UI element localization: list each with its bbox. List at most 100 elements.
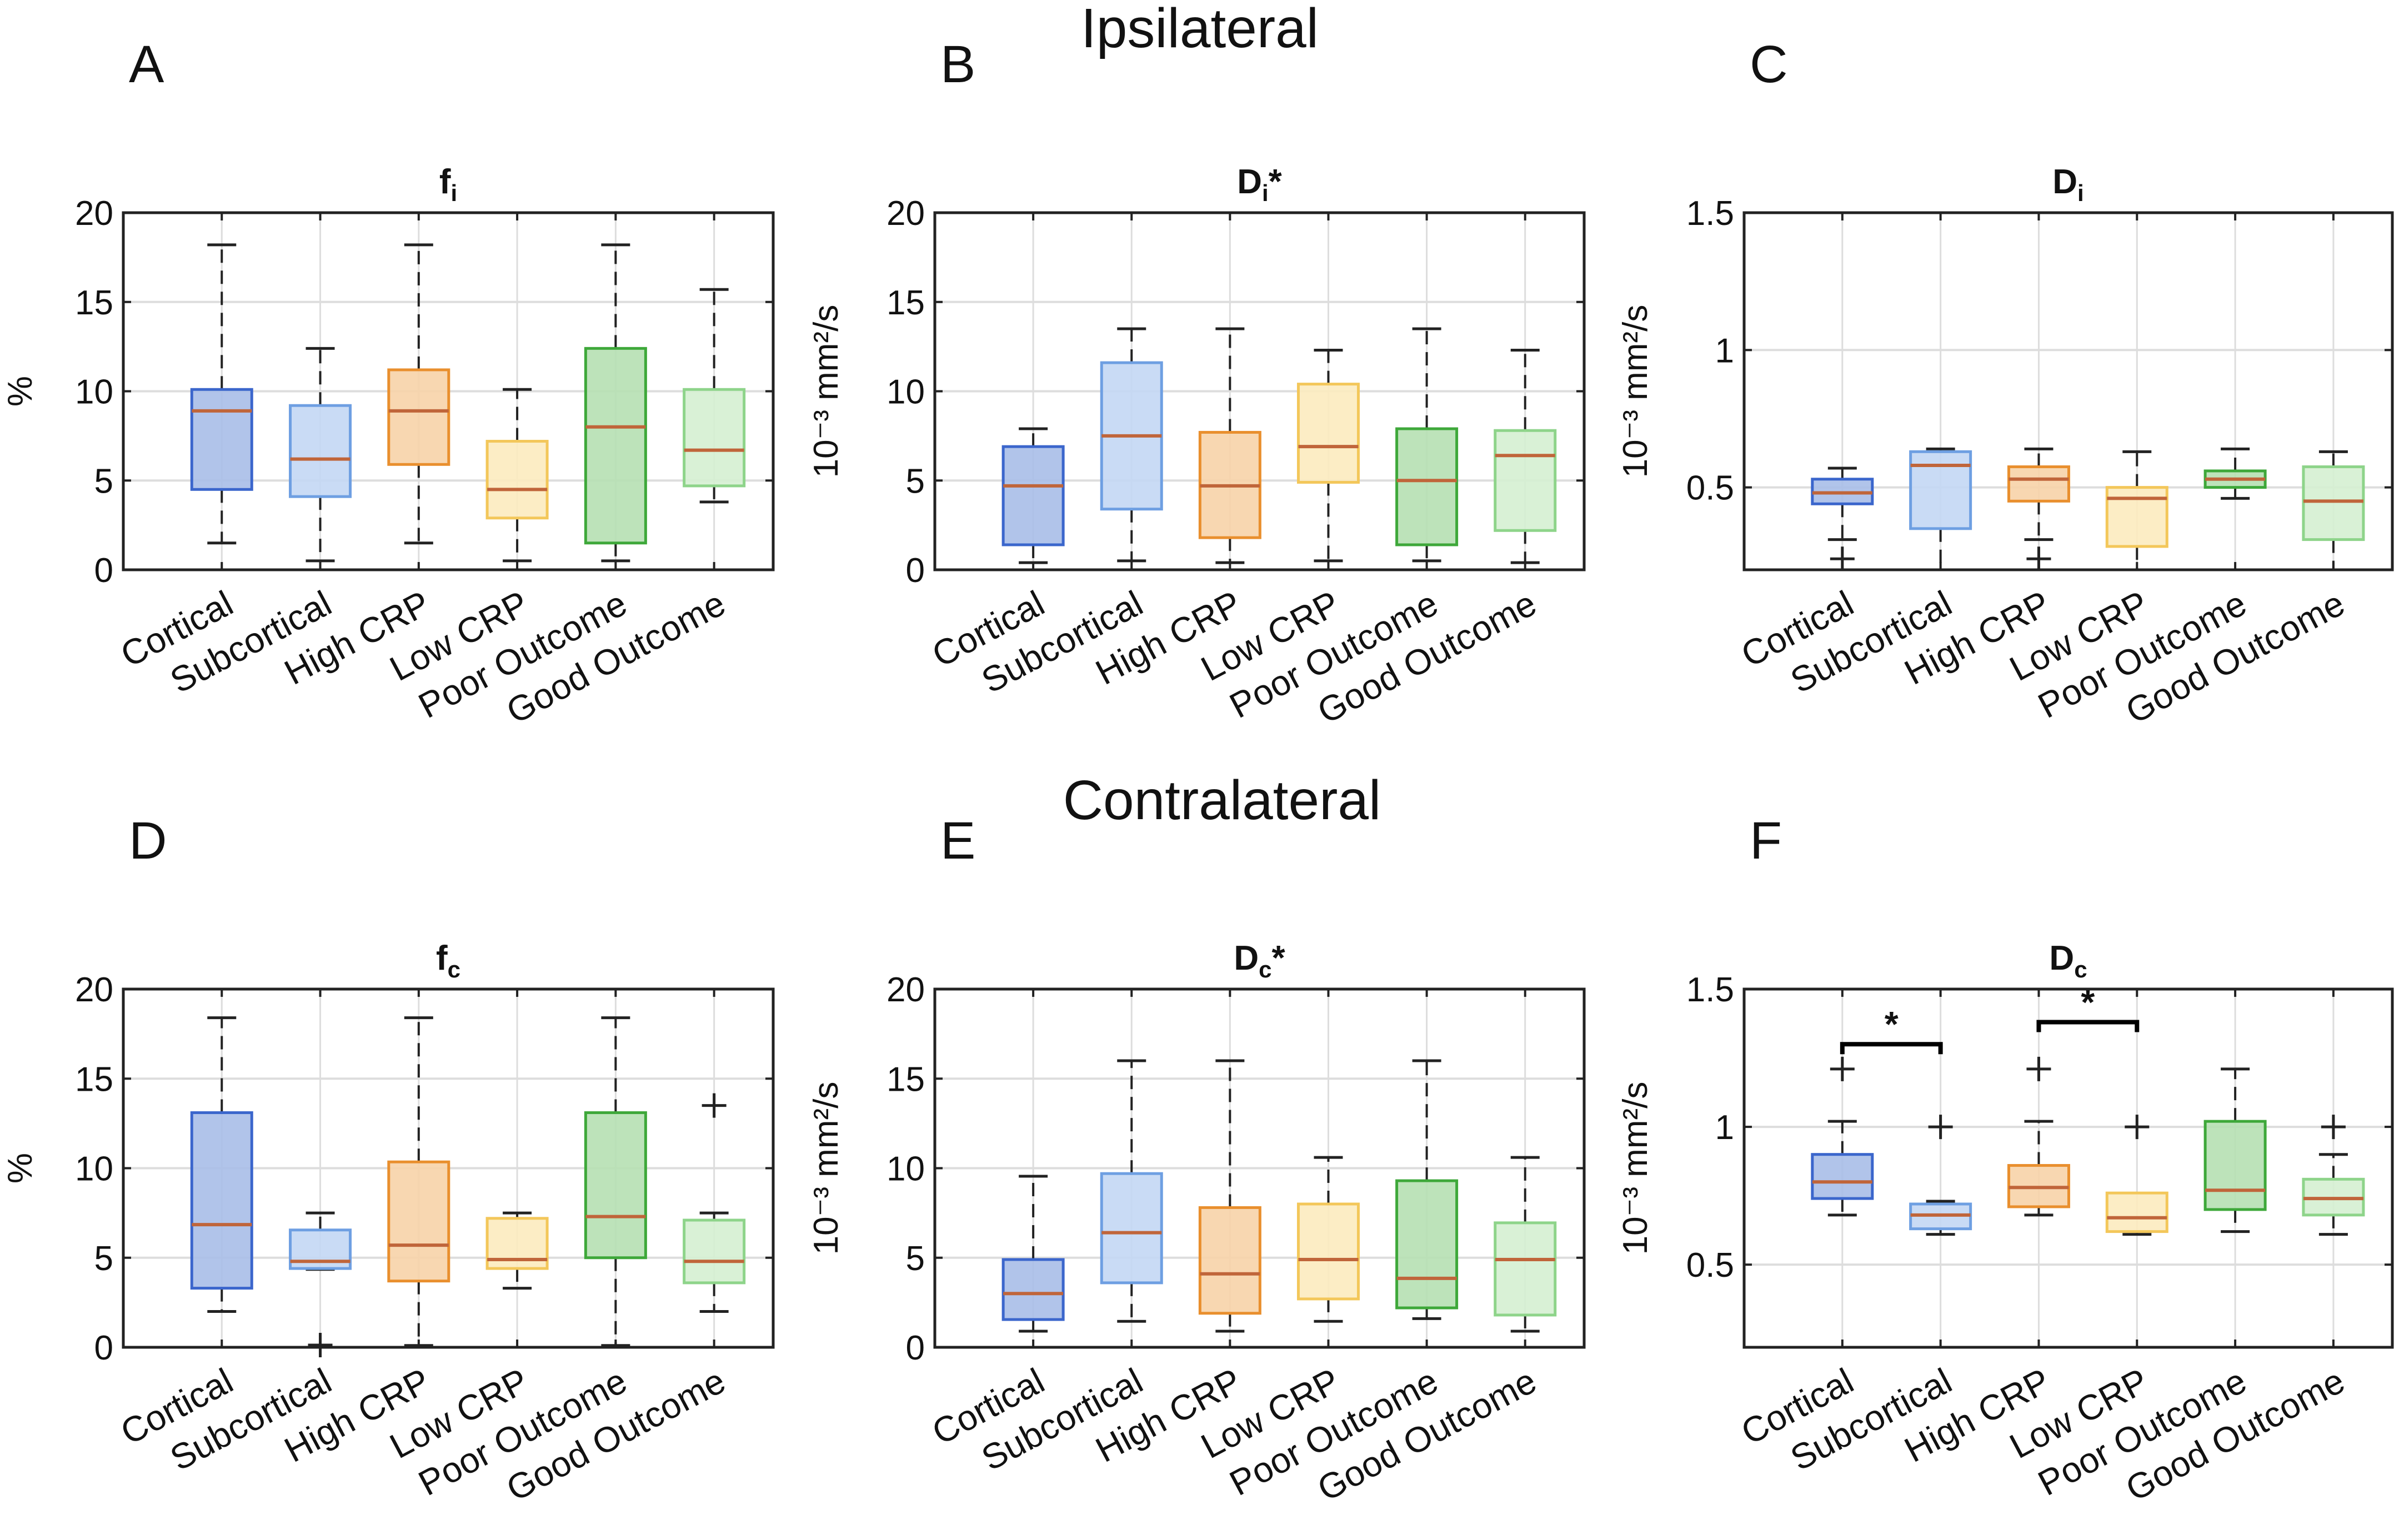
title-suffix: * xyxy=(1269,163,1283,201)
section-title-contralateral: Contralateral xyxy=(1063,769,1381,831)
y-tick-label: 15 xyxy=(75,1060,113,1098)
box-iqr xyxy=(1494,1221,1557,1317)
box-iqr xyxy=(485,440,549,520)
outlier-marker xyxy=(1830,546,1855,571)
y-tick-label: 15 xyxy=(75,284,113,322)
box-high-crp xyxy=(1198,1059,1261,1333)
title-subscript: i xyxy=(1262,180,1269,206)
y-tick-label: 0.5 xyxy=(1686,1246,1734,1285)
box-good-outcome xyxy=(683,288,746,504)
box-iqr xyxy=(1198,1206,1261,1315)
y-tick-label: 5 xyxy=(906,1240,925,1278)
title-suffix: * xyxy=(1272,939,1286,977)
outlier-marker xyxy=(702,1093,727,1118)
box-iqr xyxy=(2105,486,2168,548)
panel-title: Dc xyxy=(2049,939,2087,982)
y-tick-label: 15 xyxy=(887,284,925,322)
box-iqr xyxy=(1811,1153,1874,1200)
y-axis-label: 10⁻³ mm²/s xyxy=(1616,305,1655,478)
box-iqr xyxy=(584,347,647,545)
title-base: f xyxy=(436,939,448,977)
section-title-ipsilateral: Ipsilateral xyxy=(1081,0,1319,59)
title-base: f xyxy=(439,163,451,201)
panel-title: Di xyxy=(2052,163,2084,206)
box-cortical xyxy=(1811,466,1874,571)
box-cortical xyxy=(1811,1056,1874,1217)
box-iqr xyxy=(190,388,253,491)
box-iqr xyxy=(1001,1258,1065,1321)
title-subscript: i xyxy=(2077,180,2084,206)
y-tick-label: 20 xyxy=(887,971,925,1009)
box-iqr xyxy=(2105,1191,2168,1233)
box-iqr xyxy=(683,1218,746,1285)
panel-letter: A xyxy=(129,35,164,94)
outlier-marker xyxy=(2026,546,2051,571)
axes-frame xyxy=(122,987,775,1349)
title-subscript: c xyxy=(2074,956,2087,982)
box-cortical xyxy=(190,1016,253,1313)
box-good-outcome xyxy=(2302,1115,2365,1236)
box-poor-outcome xyxy=(2203,1067,2267,1233)
box-subcortical xyxy=(289,347,352,563)
panel-letter: F xyxy=(1750,811,1782,870)
box-high-crp xyxy=(387,1016,450,1347)
panel-e: EDc*10⁻³ mm²/s05101520CorticalSubcortica… xyxy=(807,811,1586,1509)
y-axis-label: 10⁻³ mm²/s xyxy=(1616,1082,1655,1255)
outlier-marker xyxy=(2026,1056,2051,1081)
panel-title: fi xyxy=(439,163,457,206)
y-tick-label: 10 xyxy=(887,373,925,412)
box-low-crp xyxy=(2105,450,2168,570)
panel-letter: B xyxy=(940,35,975,94)
box-iqr xyxy=(2302,465,2365,541)
axes-frame xyxy=(1742,211,2394,571)
box-cortical xyxy=(1001,1175,1065,1333)
significance-bracket xyxy=(2036,1020,2140,1032)
box-cortical xyxy=(1001,427,1065,564)
y-tick-label: 5 xyxy=(94,462,113,500)
box-poor-outcome xyxy=(584,1016,647,1347)
y-tick-label: 0.5 xyxy=(1686,469,1734,508)
y-tick-label: 5 xyxy=(906,462,925,500)
box-iqr xyxy=(1100,1172,1163,1285)
box-iqr xyxy=(1395,427,1459,546)
box-iqr xyxy=(2007,465,2070,503)
box-iqr xyxy=(1296,1202,1360,1301)
axes-frame xyxy=(1742,987,2394,1349)
box-subcortical xyxy=(289,1211,352,1357)
y-tick-label: 1.5 xyxy=(1686,971,1734,1009)
box-iqr xyxy=(190,1111,253,1290)
y-tick-label: 5 xyxy=(94,1240,113,1278)
y-axis-label: 10⁻³ mm²/s xyxy=(807,1082,845,1255)
y-axis-label: % xyxy=(1,1153,39,1183)
box-high-crp xyxy=(1198,327,1261,564)
panel-letter: E xyxy=(940,811,975,870)
y-tick-label: 1 xyxy=(1715,1108,1734,1147)
box-poor-outcome xyxy=(1395,1059,1459,1320)
box-good-outcome xyxy=(1494,1156,1557,1333)
panel-title: Di* xyxy=(1237,163,1282,206)
box-low-crp xyxy=(2105,1115,2168,1236)
title-subscript: i xyxy=(450,180,457,206)
box-poor-outcome xyxy=(1395,327,1459,563)
outlier-marker xyxy=(1830,1056,1855,1081)
y-tick-label: 15 xyxy=(887,1060,925,1098)
box-cortical xyxy=(190,243,253,545)
box-low-crp xyxy=(1296,349,1360,563)
box-subcortical xyxy=(1100,327,1163,563)
box-low-crp xyxy=(485,388,549,563)
title-base: D xyxy=(2052,163,2077,201)
y-tick-label: 20 xyxy=(75,971,113,1009)
y-tick-label: 20 xyxy=(887,194,925,233)
y-tick-label: 1 xyxy=(1715,332,1734,370)
box-iqr xyxy=(289,404,352,498)
y-tick-label: 0 xyxy=(906,551,925,590)
significance-bracket xyxy=(1840,1042,1943,1055)
y-tick-label: 0 xyxy=(906,1329,925,1367)
box-low-crp xyxy=(485,1211,549,1290)
title-subscript: c xyxy=(1259,956,1271,982)
y-tick-label: 0 xyxy=(94,1329,113,1367)
y-tick-label: 10 xyxy=(75,1150,113,1188)
box-iqr xyxy=(387,368,450,466)
y-tick-label: 1.5 xyxy=(1686,194,1734,233)
